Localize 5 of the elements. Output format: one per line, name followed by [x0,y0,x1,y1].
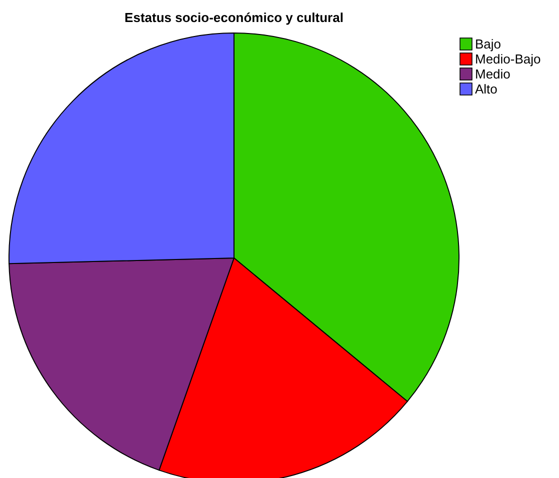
chart-title: Estatus socio-económico y cultural [124,10,344,25]
legend-label: Alto [475,82,498,96]
legend-label: Medio [475,66,510,82]
legend-label: Bajo [475,36,502,52]
legend-label: Medio-Bajo [475,52,541,66]
